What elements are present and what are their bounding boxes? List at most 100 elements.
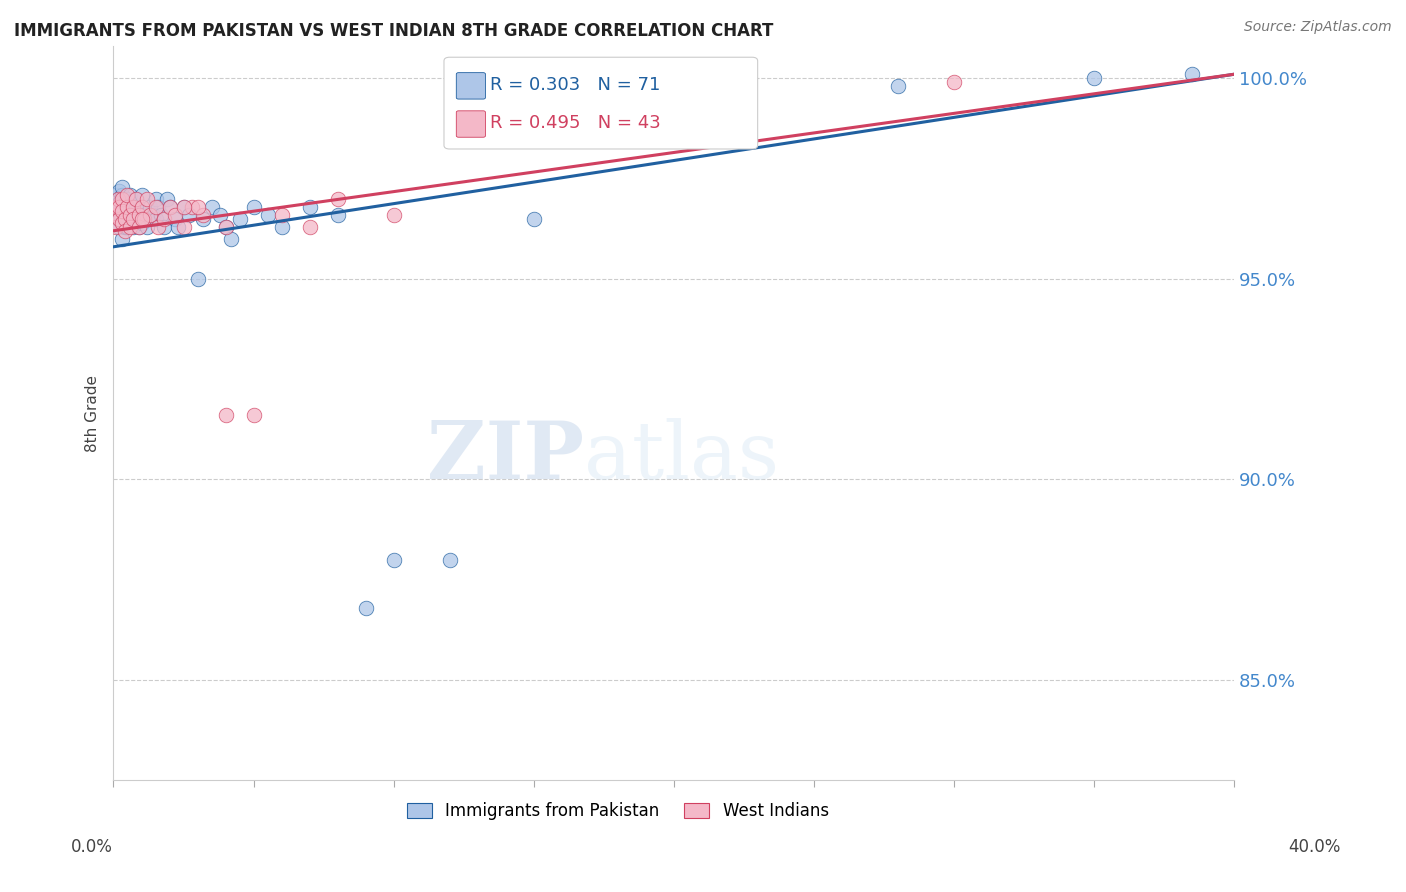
Point <box>108 184 131 198</box>
Point <box>107 192 129 206</box>
Point <box>114 195 136 210</box>
Point <box>145 192 167 206</box>
Point <box>111 200 134 214</box>
Point <box>104 208 127 222</box>
Point <box>1083 71 1105 86</box>
Point <box>117 187 139 202</box>
Text: Source: ZipAtlas.com: Source: ZipAtlas.com <box>1244 20 1392 34</box>
Point <box>1181 67 1204 81</box>
Point <box>186 200 208 214</box>
Point <box>128 208 150 222</box>
Point <box>117 200 139 214</box>
Point <box>120 200 142 214</box>
Text: IMMIGRANTS FROM PAKISTAN VS WEST INDIAN 8TH GRADE CORRELATION CHART: IMMIGRANTS FROM PAKISTAN VS WEST INDIAN … <box>14 22 773 40</box>
Point <box>128 208 150 222</box>
Text: atlas: atlas <box>583 418 779 496</box>
Point <box>107 192 129 206</box>
Point <box>219 232 242 246</box>
Point <box>136 219 159 234</box>
Point <box>173 219 195 234</box>
Point <box>148 200 170 214</box>
Point <box>150 208 173 222</box>
Point <box>105 219 128 234</box>
Point <box>382 208 405 222</box>
Point <box>942 75 965 89</box>
Point <box>165 208 187 222</box>
Point <box>142 208 165 222</box>
Point <box>662 112 685 126</box>
Point <box>179 208 201 222</box>
FancyBboxPatch shape <box>457 72 485 99</box>
Point <box>148 219 170 234</box>
Point <box>114 219 136 234</box>
Point <box>117 203 139 218</box>
Point <box>159 200 181 214</box>
Text: ZIP: ZIP <box>427 418 583 496</box>
Point <box>886 79 908 94</box>
Point <box>382 552 405 566</box>
Point <box>117 219 139 234</box>
Point <box>153 211 176 226</box>
Point <box>111 179 134 194</box>
Point <box>108 219 131 234</box>
Point <box>214 219 236 234</box>
Point <box>111 187 134 202</box>
Point <box>131 200 153 214</box>
Point <box>108 195 131 210</box>
Point <box>439 552 461 566</box>
Point <box>107 211 129 226</box>
Point <box>131 211 153 226</box>
Point <box>125 200 148 214</box>
Point <box>270 219 292 234</box>
Point <box>111 232 134 246</box>
Point <box>111 216 134 230</box>
Point <box>131 187 153 202</box>
Point <box>354 600 377 615</box>
Point <box>180 200 202 214</box>
Point <box>139 208 162 222</box>
Point <box>105 187 128 202</box>
Point <box>131 216 153 230</box>
Point <box>134 208 156 222</box>
Point <box>108 211 131 226</box>
Point <box>117 211 139 226</box>
Point <box>122 200 145 214</box>
Point <box>105 200 128 214</box>
Point <box>139 200 162 214</box>
Point <box>256 208 278 222</box>
FancyBboxPatch shape <box>457 111 485 137</box>
Point <box>298 219 321 234</box>
Point <box>242 409 264 423</box>
Point <box>125 192 148 206</box>
Point <box>186 272 208 286</box>
Point <box>131 200 153 214</box>
Text: R = 0.303   N = 71: R = 0.303 N = 71 <box>489 76 661 95</box>
Point <box>159 200 181 214</box>
Point <box>105 200 128 214</box>
Point <box>191 208 214 222</box>
Point <box>200 200 222 214</box>
Point <box>173 200 195 214</box>
Point <box>165 211 187 226</box>
Point <box>120 216 142 230</box>
Point <box>128 219 150 234</box>
Point <box>173 200 195 214</box>
Text: R = 0.495   N = 43: R = 0.495 N = 43 <box>489 114 661 132</box>
Point <box>122 211 145 226</box>
Point <box>117 192 139 206</box>
FancyBboxPatch shape <box>444 57 758 149</box>
Point <box>134 211 156 226</box>
Point <box>145 200 167 214</box>
Legend: Immigrants from Pakistan, West Indians: Immigrants from Pakistan, West Indians <box>399 796 835 827</box>
Point <box>326 192 349 206</box>
Point <box>108 203 131 218</box>
Point <box>125 192 148 206</box>
Point <box>114 224 136 238</box>
Point <box>153 219 176 234</box>
Point <box>228 211 250 226</box>
Point <box>326 208 349 222</box>
Point <box>120 208 142 222</box>
Point <box>270 208 292 222</box>
Point <box>122 219 145 234</box>
Point <box>136 192 159 206</box>
